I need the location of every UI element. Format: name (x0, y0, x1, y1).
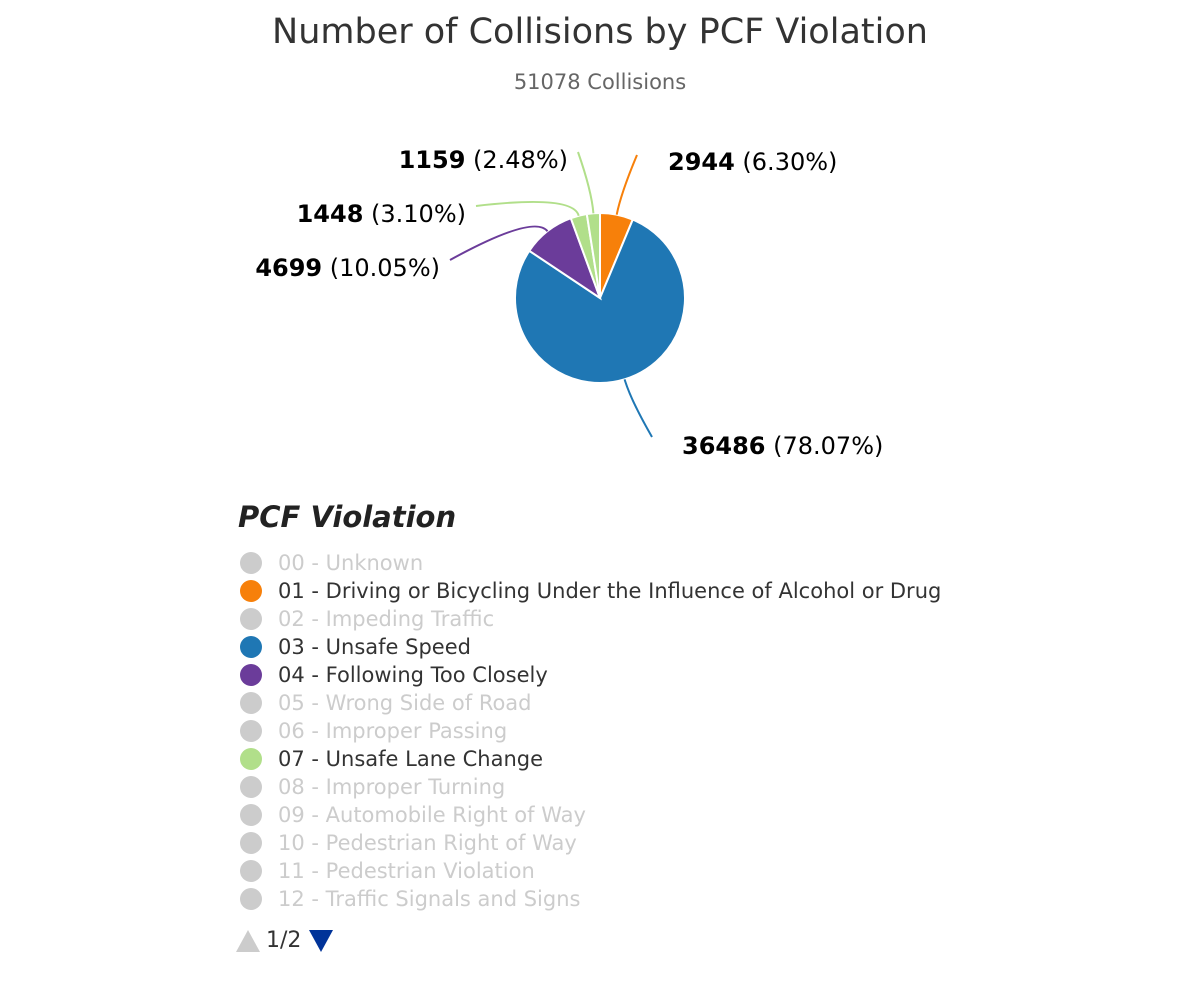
legend-item[interactable]: 06 - Improper Passing (240, 717, 941, 745)
legend-swatch-icon (240, 888, 262, 910)
legend-item-label: 08 - Improper Turning (278, 775, 506, 799)
legend-item[interactable]: 03 - Unsafe Speed (240, 633, 941, 661)
legend-swatch-icon (240, 580, 262, 602)
legend-next-page-arrow-icon[interactable] (309, 929, 334, 952)
legend-title: PCF Violation (238, 500, 457, 534)
legend-item[interactable]: 11 - Pedestrian Violation (240, 857, 941, 885)
legend-swatch-icon (240, 720, 262, 742)
legend-item-label: 00 - Unknown (278, 551, 424, 575)
legend-swatch-icon (240, 860, 262, 882)
slice-connector-line (623, 379, 653, 438)
legend-swatch-icon (240, 664, 262, 686)
legend-item-label: 03 - Unsafe Speed (278, 635, 471, 659)
legend-item[interactable]: 02 - Impeding Traffic (240, 605, 941, 633)
legend-swatch-icon (240, 804, 262, 826)
chart-subtitle: 51078 Collisions (513, 70, 687, 94)
legend-swatch-icon (240, 552, 262, 574)
slice-connector-line (475, 200, 580, 217)
chart-title: Number of Collisions by PCF Violation (272, 12, 928, 52)
legend-swatch-icon (240, 832, 262, 854)
legend-swatch-icon (240, 608, 262, 630)
legend-swatch-icon (240, 692, 262, 714)
legend-item-label: 12 - Traffic Signals and Signs (278, 887, 581, 911)
slice-connector-line (449, 225, 549, 261)
legend-swatch-icon (240, 636, 262, 658)
legend-item-label: 02 - Impeding Traffic (278, 607, 495, 631)
slice-data-label: 1448 (3.10%) (297, 200, 466, 228)
legend-pagination: 1/2 (236, 928, 334, 953)
legend-item-label: 11 - Pedestrian Violation (278, 859, 535, 883)
legend-swatch-icon (240, 776, 262, 798)
legend-item-label: 01 - Driving or Bicycling Under the Infl… (278, 579, 942, 603)
slice-connector-line (615, 154, 638, 215)
slice-connector-line (577, 151, 595, 214)
legend-previous-page-arrow-icon[interactable] (236, 929, 260, 952)
legend-item-label: 09 - Automobile Right of Way (278, 803, 586, 827)
legend-item[interactable]: 05 - Wrong Side of Road (240, 689, 941, 717)
legend-item-label: 10 - Pedestrian Right of Way (278, 831, 577, 855)
legend-item[interactable]: 08 - Improper Turning (240, 773, 941, 801)
legend-item[interactable]: 10 - Pedestrian Right of Way (240, 829, 941, 857)
legend-item[interactable]: 07 - Unsafe Lane Change (240, 745, 941, 773)
legend-page-indicator: 1/2 (266, 928, 302, 953)
legend-item-label: 04 - Following Too Closely (278, 663, 548, 687)
legend-item[interactable]: 01 - Driving or Bicycling Under the Infl… (240, 577, 941, 605)
legend-list: 00 - Unknown 01 - Driving or Bicycling Un… (240, 549, 941, 913)
legend-item-label: 06 - Improper Passing (278, 719, 508, 743)
slice-data-label: 4699 (10.05%) (255, 254, 440, 282)
slice-data-label: 36486 (78.07%) (682, 432, 883, 460)
legend-item-label: 07 - Unsafe Lane Change (278, 747, 544, 771)
legend-item[interactable]: 00 - Unknown (240, 549, 941, 577)
legend-item[interactable]: 12 - Traffic Signals and Signs (240, 885, 941, 913)
pie-chart: 2944 (6.30%) 36486 (78.07%) 4699 (10.05%) 1… (255, 146, 883, 460)
slice-data-label: 2944 (6.30%) (668, 148, 837, 176)
slice-data-label: 1159 (2.48%) (399, 146, 568, 174)
legend-item[interactable]: 09 - Automobile Right of Way (240, 801, 941, 829)
legend-item-label: 05 - Wrong Side of Road (278, 691, 532, 715)
legend-swatch-icon (240, 748, 262, 770)
pie-slice[interactable] (514, 218, 686, 384)
legend-item[interactable]: 04 - Following Too Closely (240, 661, 941, 689)
